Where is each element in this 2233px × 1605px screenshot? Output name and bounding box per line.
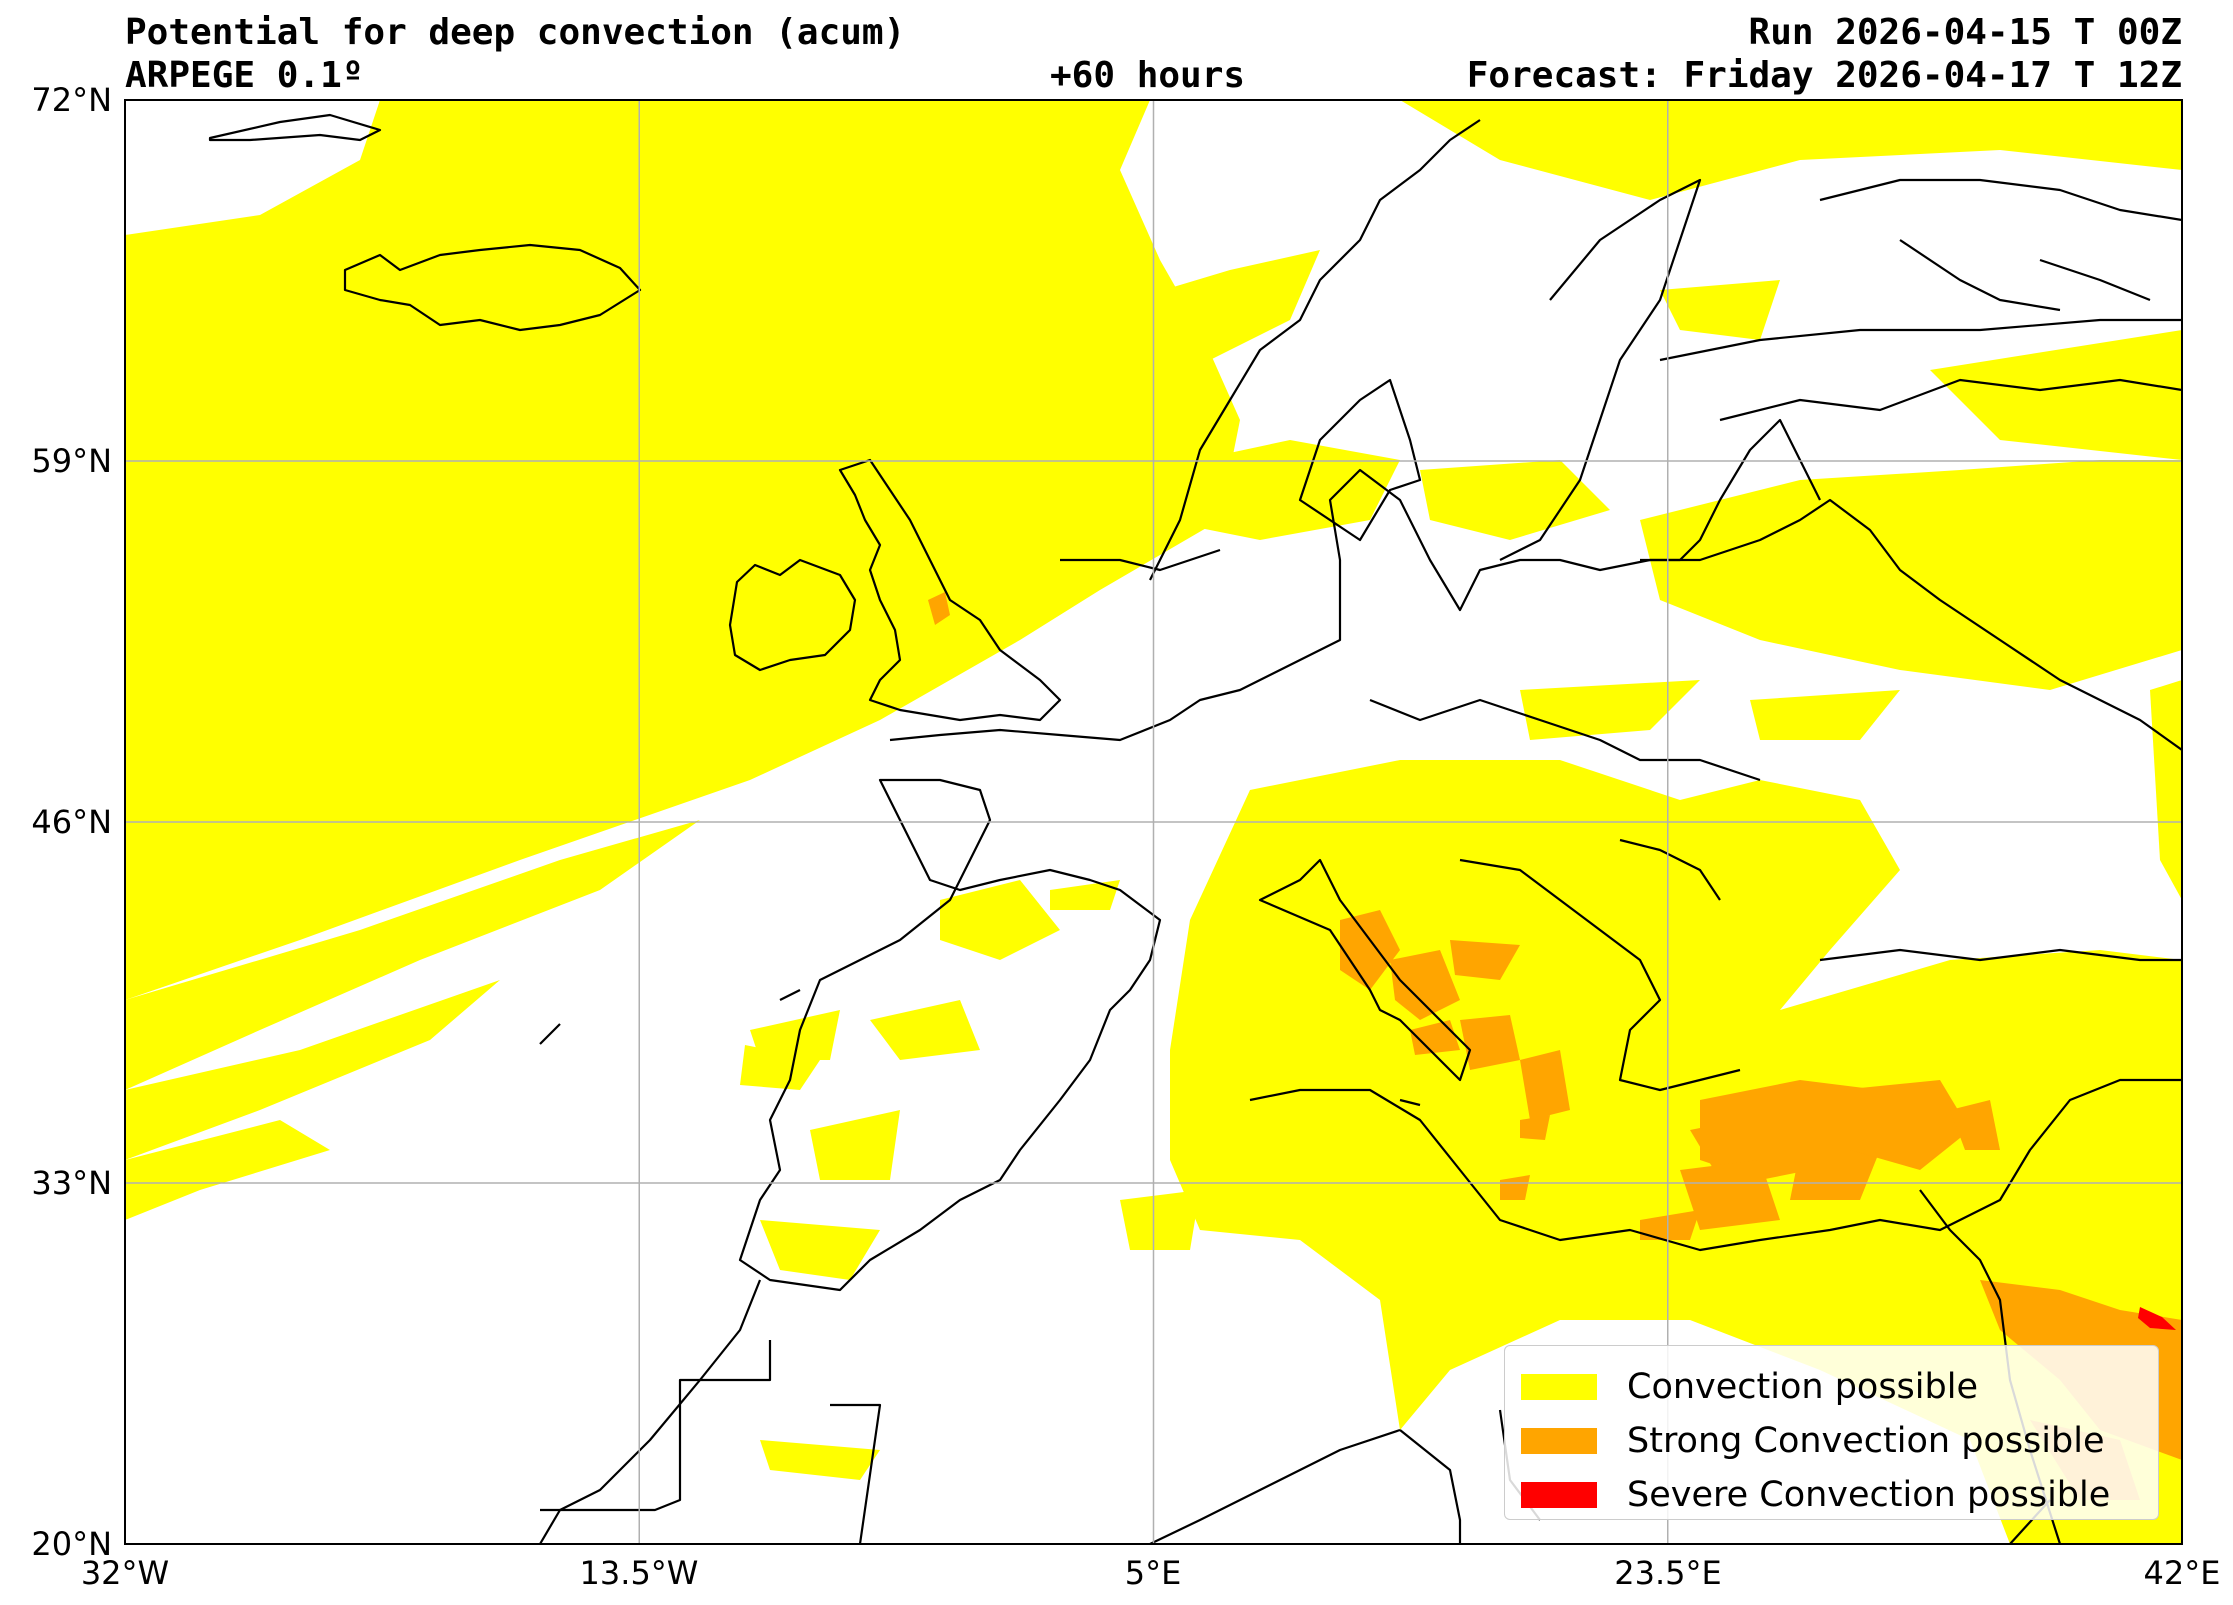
lon-tick-23-5e: 23.5°E <box>1614 1554 1721 1592</box>
legend-label-convection: Convection possible <box>1627 1367 1978 1407</box>
severe-convection-areas <box>2138 1307 2176 1330</box>
lat-tick-72n: 72°N <box>31 81 112 119</box>
lat-tick-59n: 59°N <box>31 442 112 480</box>
legend-item-strong: Strong Convection possible <box>1521 1414 2142 1468</box>
legend-item-severe: Severe Convection possible <box>1521 1468 2142 1522</box>
run-label: Run 2026-04-15 T 00Z <box>1748 12 2182 53</box>
legend-label-severe: Severe Convection possible <box>1627 1475 2111 1515</box>
lon-tick-32w: 32°W <box>81 1554 169 1592</box>
forecast-label: Forecast: Friday 2026-04-17 T 12Z <box>1466 55 2182 96</box>
lead-time-label: +60 hours <box>1050 55 1246 96</box>
legend-swatch-convection <box>1521 1374 1597 1400</box>
lon-tick-5e: 5°E <box>1125 1554 1182 1592</box>
legend-swatch-strong <box>1521 1428 1597 1454</box>
lat-tick-20n: 20°N <box>31 1525 112 1563</box>
lon-tick-13-5w: 13.5°W <box>580 1554 699 1592</box>
legend-item-convection: Convection possible <box>1521 1360 2142 1414</box>
legend: Convection possible Strong Convection po… <box>1504 1345 2159 1520</box>
legend-swatch-severe <box>1521 1482 1597 1508</box>
lon-tick-42e: 42°E <box>2144 1554 2221 1592</box>
lat-tick-46n: 46°N <box>31 803 112 841</box>
legend-label-strong: Strong Convection possible <box>1627 1421 2105 1461</box>
model-label: ARPEGE 0.1º <box>125 55 364 96</box>
map-frame <box>124 99 2183 1545</box>
chart-title: Potential for deep convection (acum) <box>125 12 906 53</box>
lat-tick-33n: 33°N <box>31 1164 112 1202</box>
coastlines <box>208 113 2182 1544</box>
